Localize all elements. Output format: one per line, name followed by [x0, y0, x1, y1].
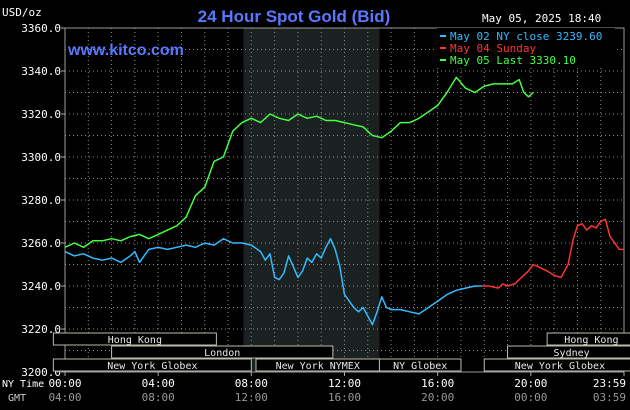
y-tick-label: 3220.0: [21, 323, 61, 336]
market-session-bar: [52, 332, 217, 346]
series-lines: [64, 76, 624, 326]
market-session-label: New York Globex: [515, 361, 605, 372]
market-session-label: Hong Kong: [564, 335, 618, 346]
series-line-1: [64, 237, 482, 326]
gmt-tick-label: 00:00: [514, 391, 547, 404]
x-axis: NY TimeGMT00:0004:0004:0008:0008:0012:00…: [2, 372, 626, 404]
y-tick-label: 3240.0: [21, 280, 61, 293]
gmt-tick-label: 12:00: [235, 391, 268, 404]
y-tick-label: 3200.0: [21, 366, 61, 379]
y-axis: 3200.0 3220.0 3240.0 3260.0 3280.0 3300.0 3320…: [21, 22, 65, 379]
gmt-tick-label: 16:00: [328, 391, 361, 404]
ny-tick-label: 08:00: [235, 377, 268, 390]
market-session-label: NY Globex: [393, 361, 447, 372]
market-session-bar: [507, 345, 630, 359]
gmt-tick-label: 03:59: [593, 391, 626, 404]
timestamp: May 05, 2025 18:40: [482, 12, 601, 25]
ny-tick-label: 04:00: [142, 377, 175, 390]
market-session-bar: [111, 345, 334, 359]
market-session-label: London: [204, 348, 240, 359]
ny-tick-label: 23:59: [593, 377, 626, 390]
gmt-tick-label: 20:00: [421, 391, 454, 404]
y-tick-label: 3340.0: [21, 65, 61, 78]
series-line-3: [64, 76, 534, 249]
market-session-label: New York Globex: [107, 361, 197, 372]
grid-lines: [65, 28, 624, 372]
legend-box: [437, 28, 615, 68]
market-session-bar: [483, 358, 630, 372]
market-session-label: Hong Kong: [108, 335, 162, 346]
legend-entry: May 04 Sunday: [450, 42, 536, 55]
chart-title: 24 Hour Spot Gold (Bid): [198, 7, 391, 26]
market-session-bar: [378, 358, 462, 372]
y-tick-label: 3300.0: [21, 151, 61, 164]
y-axis-unit-label: USD/oz: [2, 6, 42, 19]
series-line-2: [481, 218, 624, 289]
ny-tick-label: 20:00: [514, 377, 547, 390]
gmt-label: GMT: [8, 393, 26, 404]
y-tick-label: 3360.0: [21, 22, 61, 35]
market-session-bar: [546, 332, 630, 346]
market-session-bar: [52, 358, 252, 372]
nymex-shade: [243, 28, 380, 372]
y-tick-label: 3320.0: [21, 108, 61, 121]
market-session-label: Sydney: [554, 348, 590, 359]
y-tick-label: 3260.0: [21, 237, 61, 250]
ny-tick-label: 12:00: [328, 377, 361, 390]
market-session-label: New York NYMEX: [276, 361, 360, 372]
ny-time-label: NY Time: [2, 379, 44, 390]
gmt-tick-label: 08:00: [142, 391, 175, 404]
ny-tick-label: 16:00: [421, 377, 454, 390]
market-sessions: Hong Kong London New York Globex New York N…: [52, 332, 630, 372]
legend-entry: May 05 Last 3330.10: [450, 54, 576, 67]
y-tick-label: 3280.0: [21, 194, 61, 207]
gmt-tick-label: 04:00: [48, 391, 81, 404]
ny-tick-label: 00:00: [48, 377, 81, 390]
legend-entry: May 02 NY close 3239.60: [450, 30, 602, 43]
website-link[interactable]: www.kitco.com: [67, 42, 184, 59]
